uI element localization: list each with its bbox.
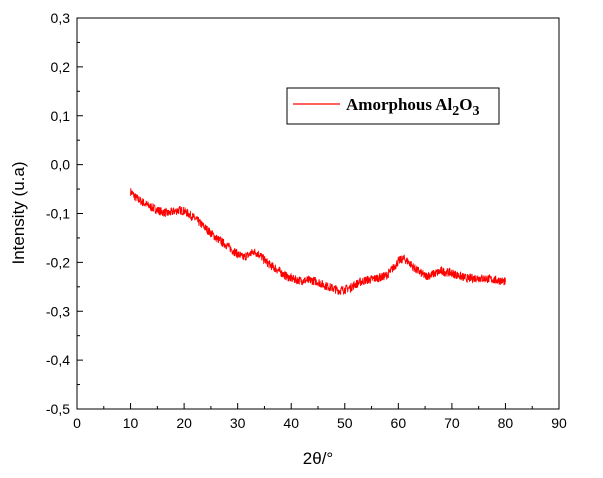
x-tick-label: 0 <box>73 415 81 431</box>
y-tick-label: -0,4 <box>46 352 70 368</box>
legend: Amorphous Al2O3 <box>286 87 500 125</box>
y-tick-label: -0,3 <box>46 303 70 319</box>
y-tick-label: 0,0 <box>51 157 71 173</box>
y-tick-label: -0,1 <box>46 206 70 222</box>
x-tick-label: 20 <box>176 415 192 431</box>
x-axis-ticks: 0 10 20 30 40 50 60 70 80 90 <box>73 403 567 431</box>
legend-text-o: O <box>459 95 472 114</box>
y-tick-label: 0,2 <box>51 59 71 75</box>
legend-subscript-2: 2 <box>452 104 459 119</box>
legend-entry: Amorphous Al2O3 <box>346 95 480 119</box>
x-axis-title: 2θ/° <box>303 449 333 468</box>
y-axis-ticks: -0,5 -0,4 -0,3 -0,2 -0,1 0,0 0,1 0,2 0,3 <box>46 10 83 417</box>
legend-subscript-3: 3 <box>473 104 480 119</box>
x-tick-label: 80 <box>498 415 514 431</box>
y-tick-label: -0,5 <box>46 401 70 417</box>
y-tick-label: 0,3 <box>51 10 71 26</box>
legend-text-prefix: Amorphous Al <box>346 95 453 114</box>
y-axis-title: Intensity (u.a) <box>9 162 28 265</box>
series-layer <box>130 188 506 296</box>
x-tick-label: 10 <box>123 415 139 431</box>
y-tick-label: 0,1 <box>51 108 71 124</box>
y-tick-label: -0,2 <box>46 254 70 270</box>
series-line <box>130 188 506 296</box>
x-tick-label: 40 <box>283 415 299 431</box>
x-tick-label: 30 <box>230 415 246 431</box>
legend-box <box>286 87 500 125</box>
x-tick-label: 60 <box>391 415 407 431</box>
x-tick-label: 50 <box>337 415 353 431</box>
plot-frame <box>76 17 560 410</box>
x-tick-label: 90 <box>551 415 567 431</box>
x-tick-label: 70 <box>444 415 460 431</box>
